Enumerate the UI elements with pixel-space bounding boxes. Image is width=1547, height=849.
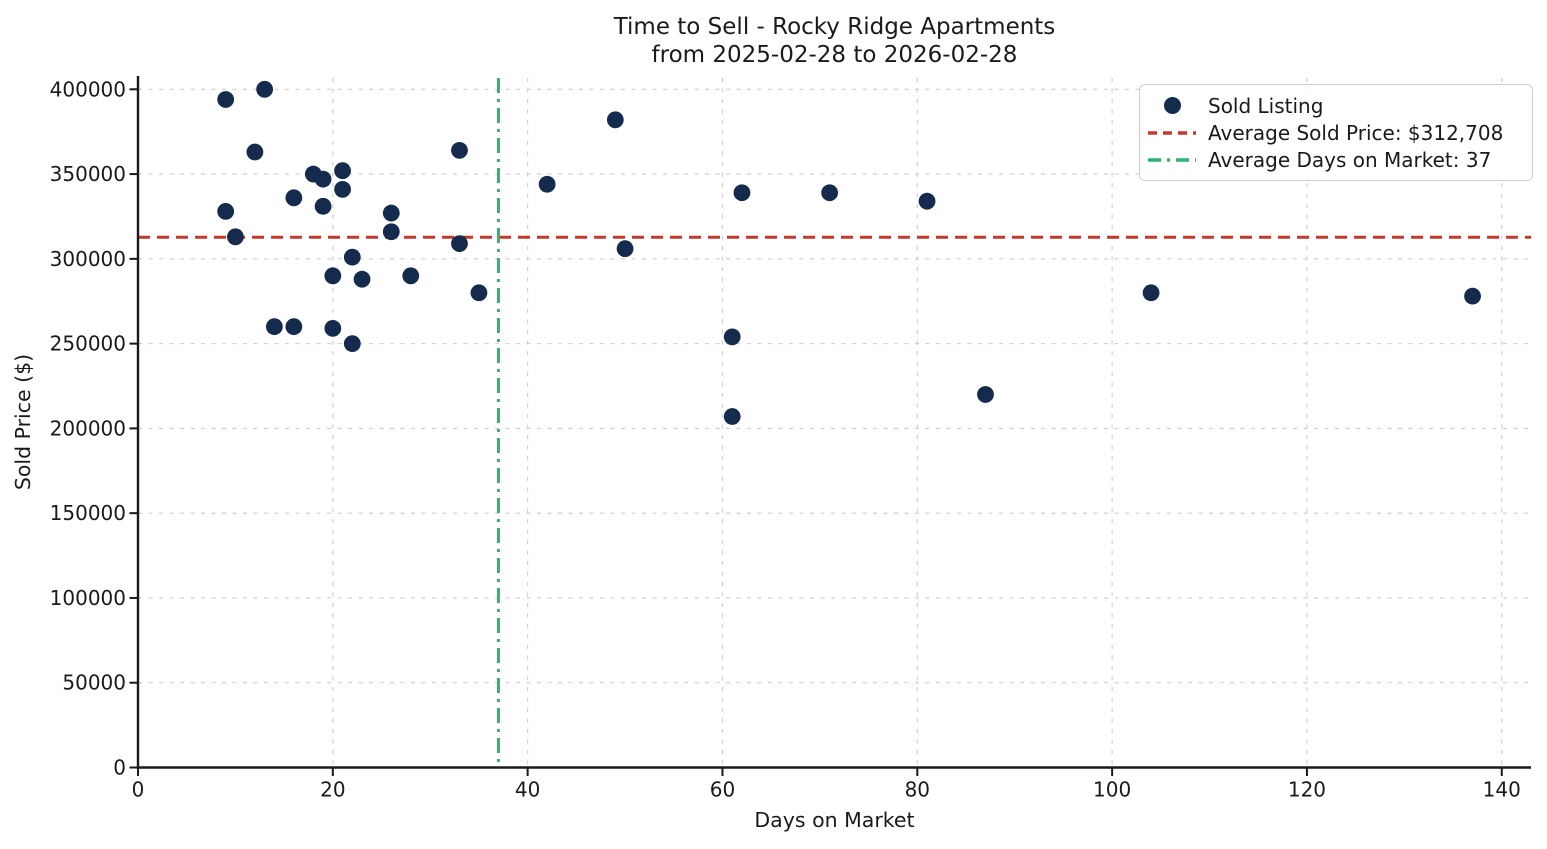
scatter-point xyxy=(314,197,332,215)
legend-item-sold-listing: Sold Listing xyxy=(1146,92,1522,119)
x-tick-label: 80 xyxy=(905,778,930,802)
tick-labels: 0 20 40 60 80 100 120 140 0 50000 100000 150000 2000… xyxy=(50,77,1521,801)
y-axis-label: Sold Price ($) xyxy=(11,354,35,490)
scatter-point xyxy=(334,180,351,198)
y-tick-label: 0 xyxy=(113,756,126,780)
x-tick-label: 0 xyxy=(132,778,145,802)
gridlines xyxy=(137,78,1531,769)
scatter-point xyxy=(723,408,741,425)
legend: Sold Listing Average Sold Price: $312,70… xyxy=(1139,84,1533,181)
y-tick-label: 100000 xyxy=(50,586,126,610)
dashed-line-icon xyxy=(1148,130,1196,135)
legend-label: Average Sold Price: $312,708 xyxy=(1208,120,1504,145)
scatter-point xyxy=(314,170,332,188)
scatter-point xyxy=(470,284,488,302)
scatter-point xyxy=(324,319,342,337)
scatter-point xyxy=(451,141,468,159)
x-tick-label: 40 xyxy=(515,778,540,802)
scatter-point xyxy=(217,202,235,220)
y-tick-label: 350000 xyxy=(50,162,126,186)
legend-label: Sold Listing xyxy=(1208,93,1324,118)
scatter-point xyxy=(723,328,741,346)
scatter-point xyxy=(918,192,936,210)
scatter-point xyxy=(285,318,303,336)
scatter-point xyxy=(353,270,371,288)
scatter-point xyxy=(733,184,751,202)
scatter-point xyxy=(343,248,361,266)
average-lines xyxy=(138,78,1531,768)
x-tick-label: 100 xyxy=(1093,778,1131,802)
legend-item-avg-price: Average Sold Price: $312,708 xyxy=(1146,119,1522,146)
scatter-point xyxy=(285,189,303,207)
scatter-point xyxy=(538,175,556,193)
scatter-point xyxy=(1142,284,1160,302)
y-tick-label: 150000 xyxy=(50,501,126,525)
scatter-point xyxy=(451,235,468,252)
x-tick-label: 60 xyxy=(710,778,735,802)
scatter-point xyxy=(265,318,283,336)
scatter-point xyxy=(246,143,264,161)
y-tick-label: 400000 xyxy=(50,77,126,101)
y-tick-label: 300000 xyxy=(50,247,126,271)
legend-label: Average Days on Market: 37 xyxy=(1208,147,1492,172)
sold-listing-dot-icon xyxy=(1163,97,1181,114)
x-tick-label: 140 xyxy=(1483,778,1521,802)
scatter-point xyxy=(606,111,624,129)
scatter-point xyxy=(402,267,420,285)
scatter-point xyxy=(256,80,274,98)
y-tick-label: 50000 xyxy=(62,671,126,695)
scatter-point xyxy=(217,91,235,108)
scatter-point xyxy=(334,162,351,180)
scatter-point xyxy=(343,335,361,353)
scatter-point xyxy=(227,228,244,246)
chart-title-line2: from 2025-02-28 to 2026-02-28 xyxy=(652,42,1018,68)
axes-spines xyxy=(129,76,1531,776)
scatter-point xyxy=(977,386,994,403)
scatter-point xyxy=(1464,287,1481,305)
x-tick-label: 20 xyxy=(320,778,345,802)
x-axis-label: Days on Market xyxy=(754,808,914,832)
dashdot-line-icon xyxy=(1148,157,1196,162)
chart-title-line1: Time to Sell - Rocky Ridge Apartments xyxy=(613,14,1056,40)
legend-item-avg-days: Average Days on Market: 37 xyxy=(1146,146,1522,173)
scatter-point xyxy=(821,184,839,202)
scatter-point xyxy=(382,204,400,222)
y-tick-label: 250000 xyxy=(50,332,126,356)
scatter-point xyxy=(324,267,342,285)
y-tick-label: 200000 xyxy=(50,416,126,440)
scatter-point xyxy=(616,240,634,258)
scatter-points xyxy=(217,80,1481,425)
scatter-point xyxy=(382,223,400,241)
x-tick-label: 120 xyxy=(1288,778,1326,802)
